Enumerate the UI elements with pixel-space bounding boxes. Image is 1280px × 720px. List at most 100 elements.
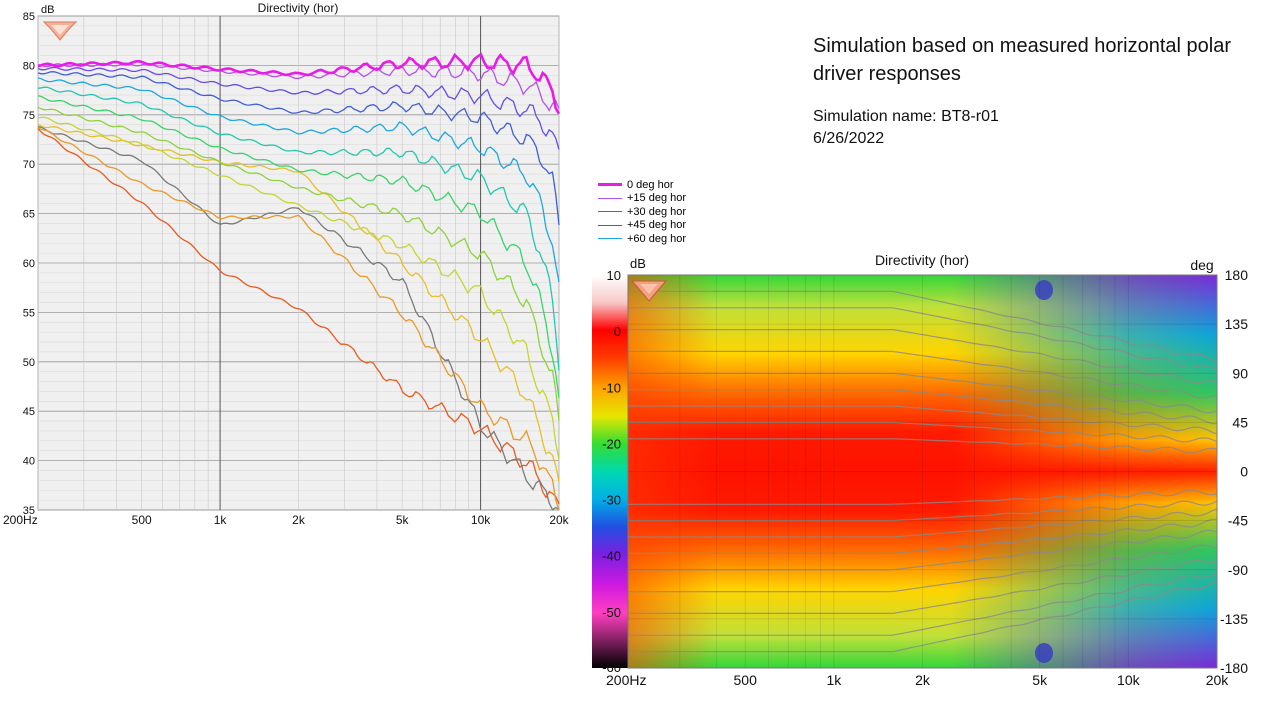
legend-item: +60 deg hor	[598, 232, 758, 246]
y-tick-label: 80	[23, 60, 35, 72]
y-tick-label: 55	[23, 307, 35, 319]
heatmap-high-edge	[628, 275, 1217, 668]
x-tick-label: 2k	[292, 513, 306, 527]
colorbar-tick-label: -50	[602, 605, 621, 620]
contour-line	[628, 328, 1218, 384]
contour-line	[628, 518, 1217, 554]
contour-line	[628, 529, 1218, 571]
heatmap-frame	[627, 274, 1218, 669]
contour-line	[628, 389, 1217, 425]
legend-label: +30 deg hor	[627, 205, 687, 218]
x-tick-label: 10k	[471, 513, 491, 527]
contour-line	[628, 489, 1218, 505]
series-line	[37, 71, 560, 226]
chart1-legend: 0 deg hor +15 deg hor +30 deg hor +45 de…	[598, 178, 758, 248]
series-line	[37, 95, 560, 398]
colorbar	[592, 275, 628, 668]
series-line	[37, 127, 560, 511]
series-line	[37, 126, 560, 511]
heatmap-chart-directivity: Directivity (hor) dB deg 10 0 -10 -20 -30 -40…	[588, 248, 1260, 693]
legend-item: +15 deg hor	[598, 192, 758, 206]
colorbar-tick-label: -10	[602, 380, 621, 395]
x-tick-label: 2k	[915, 672, 931, 688]
simulation-annotation: Simulation based on measured horizontal …	[813, 32, 1253, 150]
legend-swatch	[598, 211, 622, 213]
colorbar-tick-label: -40	[602, 549, 621, 564]
chart1-plot-area	[37, 15, 561, 511]
contour-line	[628, 579, 1218, 653]
contour-line	[628, 405, 1218, 435]
series-line	[37, 86, 560, 371]
legend-item: 0 deg hor	[598, 178, 758, 192]
legend-swatch	[598, 183, 622, 187]
y-tick-label: 90	[1232, 365, 1248, 381]
chart1-series-group	[37, 52, 561, 511]
logo-icon	[42, 21, 78, 41]
colorbar-tick-label: -20	[602, 436, 621, 451]
heatmap-contours	[628, 290, 1218, 653]
colorbar-tick-label: 0	[614, 324, 621, 339]
logo-icon	[630, 280, 668, 302]
annotation-date: 6/26/2022	[813, 130, 885, 147]
chart2-x-ticks: 200Hz 500 1k 2k 5k 10k 20k	[606, 672, 1229, 688]
contour-line	[628, 290, 1218, 364]
legend-item: +45 deg hor	[598, 219, 758, 233]
y-tick-label: 85	[23, 11, 35, 23]
heatmap-surface	[627, 274, 1218, 669]
y-tick-label: -135	[1220, 611, 1248, 627]
heatmap-null-top	[1035, 280, 1053, 300]
contour-line	[628, 559, 1218, 614]
colorbar-ticks: 10 0 -10 -20 -30 -40 -50 -60	[602, 268, 621, 675]
series-line	[37, 106, 560, 421]
chart1-y-ticks: 35 40 45 50 55 60 65 70 75 80 85	[23, 11, 35, 517]
y-tick-label: 135	[1225, 316, 1249, 332]
x-tick-label: 20k	[1206, 672, 1230, 688]
contour-line	[628, 500, 1218, 522]
contour-line	[628, 571, 1218, 636]
contour-line	[628, 544, 1218, 593]
y-tick-label: 180	[1225, 267, 1249, 283]
heatmap-null-bottom	[1035, 643, 1053, 663]
chart2-grid	[628, 274, 1217, 669]
chart1-title: Directivity (hor)	[258, 1, 339, 15]
legend-label: +15 deg hor	[627, 192, 687, 205]
x-tick-label: 10k	[1117, 672, 1141, 688]
colorbar-tick-label: -60	[602, 660, 621, 675]
x-tick-label: 200Hz	[606, 672, 646, 688]
annotation-title: Simulation based on measured horizontal …	[813, 35, 1232, 85]
colorbar-tick-label: 10	[607, 268, 621, 283]
legend-swatch	[598, 224, 622, 226]
chart1-x-ticks: 200Hz 500 1k 2k 5k 10k 20k	[3, 513, 570, 527]
x-tick-label: 1k	[826, 672, 842, 688]
colorbar-label: dB	[630, 256, 646, 271]
contour-line	[628, 307, 1218, 372]
y-tick-label: -45	[1228, 513, 1248, 529]
legend-label: +60 deg hor	[627, 232, 687, 245]
y-tick-label: 45	[23, 406, 35, 418]
contour-line	[628, 508, 1218, 538]
series-line	[37, 66, 560, 150]
y-tick-label: 0	[1240, 464, 1248, 480]
series-line	[37, 77, 560, 283]
y-tick-label: 50	[23, 357, 35, 369]
series-line	[37, 52, 561, 115]
chart2-y-unit: deg	[1190, 257, 1213, 273]
x-tick-label: 500	[734, 672, 758, 688]
legend-label: +45 deg hor	[627, 219, 687, 232]
y-tick-label: 35	[23, 505, 35, 517]
x-tick-label: 5k	[396, 513, 410, 527]
chart1-grid	[37, 15, 560, 511]
x-tick-label: 200Hz	[3, 513, 38, 527]
y-tick-label: -90	[1228, 562, 1248, 578]
x-tick-label: 5k	[1032, 672, 1048, 688]
y-tick-label: 65	[23, 209, 35, 221]
x-tick-label: 20k	[549, 513, 569, 527]
legend-swatch	[598, 197, 622, 199]
x-tick-label: 500	[132, 513, 152, 527]
y-tick-label: 60	[23, 258, 35, 270]
contour-line	[628, 350, 1218, 399]
contour-line	[628, 372, 1218, 414]
y-tick-label: 70	[23, 159, 35, 171]
contour-line	[628, 421, 1218, 443]
y-tick-label: 40	[23, 456, 35, 468]
